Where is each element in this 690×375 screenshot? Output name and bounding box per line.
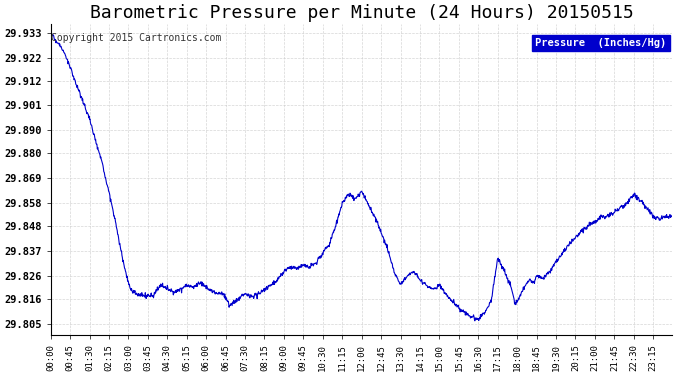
Text: Pressure  (Inches/Hg): Pressure (Inches/Hg) <box>535 38 667 48</box>
Title: Barometric Pressure per Minute (24 Hours) 20150515: Barometric Pressure per Minute (24 Hours… <box>90 4 633 22</box>
Text: Copyright 2015 Cartronics.com: Copyright 2015 Cartronics.com <box>51 33 221 43</box>
